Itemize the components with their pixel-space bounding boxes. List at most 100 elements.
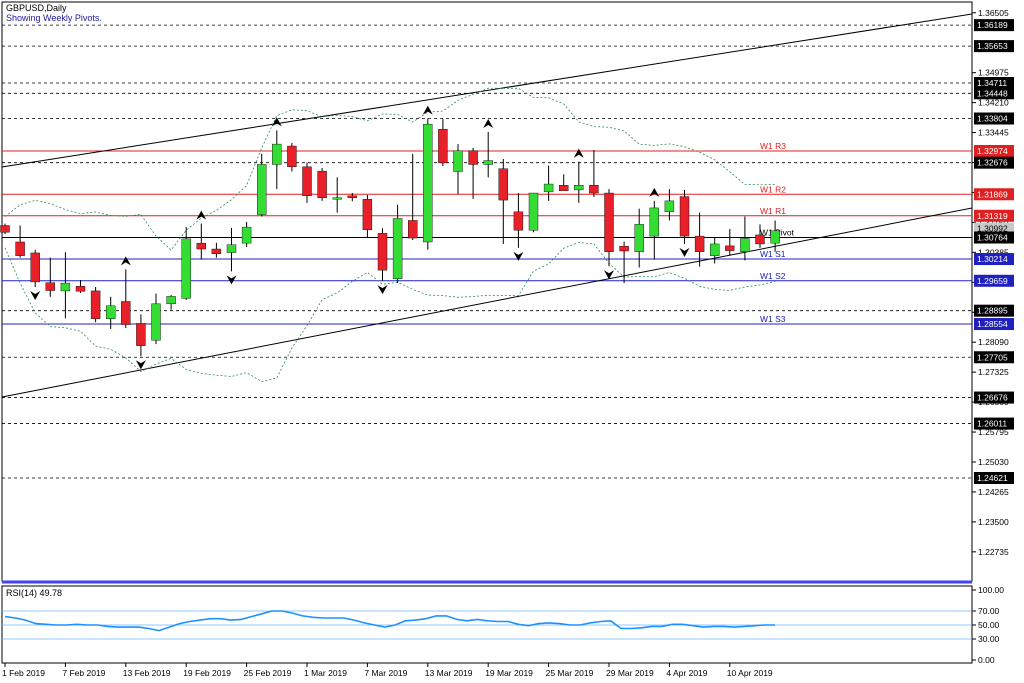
price-box	[974, 274, 1014, 287]
rsi-tick-label: 50.00	[978, 620, 1000, 630]
channel-upper-line	[1, 13, 973, 168]
rsi-tick-label: 0.00	[978, 655, 995, 665]
price-box-label: 1.34711	[977, 78, 1007, 88]
rsi-frame	[1, 585, 973, 664]
candle-body	[664, 200, 675, 213]
candle-body	[725, 245, 735, 251]
candle-body	[136, 323, 146, 346]
price-box	[974, 87, 1014, 100]
candle-body	[287, 145, 297, 168]
pivot-label: W1 R3	[760, 141, 786, 151]
rsi-label: RSI(14) 49.78	[6, 588, 63, 598]
price-box-label: 1.24621	[977, 473, 1008, 483]
time-tick-label: 7 Feb 2019	[62, 668, 105, 678]
price-box	[974, 318, 1014, 331]
fractal-up-arrow	[120, 256, 131, 266]
time-tick-label: 19 Feb 2019	[183, 668, 231, 678]
candle-body	[498, 168, 508, 201]
price-box-label: 1.32676	[977, 158, 1008, 168]
candle-body	[332, 197, 342, 200]
price-tick-label: 1.34210	[978, 98, 1009, 108]
candle-body	[166, 296, 176, 305]
fractal-up-arrow	[422, 105, 433, 115]
price-box	[974, 351, 1014, 364]
fractal-up-arrow	[573, 148, 584, 158]
price-box	[974, 391, 1014, 404]
chart-symbol-title: GBPUSD,Daily	[6, 3, 67, 13]
candle-body	[377, 233, 388, 271]
candle-body	[257, 164, 267, 215]
time-tick-label: 10 Apr 2019	[727, 668, 773, 678]
price-tick-label: 1.31150	[978, 217, 1008, 227]
price-box-label: 1.36189	[977, 20, 1008, 30]
price-box	[974, 188, 1014, 201]
candle-body	[196, 242, 207, 250]
price-tick-label: 1.22735	[978, 547, 1009, 557]
candle-body	[468, 150, 478, 165]
price-box	[974, 156, 1014, 169]
candle-body	[589, 185, 599, 194]
candle-body	[90, 290, 101, 319]
time-tick-label: 25 Mar 2019	[546, 668, 594, 678]
time-tick-label: 13 Feb 2019	[123, 668, 171, 678]
candle-body	[619, 246, 629, 252]
candle-body	[45, 282, 55, 291]
fractal-down-arrow	[226, 275, 237, 285]
main-chart-frame	[1, 1, 973, 582]
time-tick-label: 19 Mar 2019	[485, 668, 533, 678]
candle-body	[634, 224, 644, 252]
candle-body	[75, 286, 86, 292]
candle-body	[710, 243, 720, 256]
fractal-down-arrow	[30, 290, 41, 300]
candle-body	[60, 282, 71, 292]
fractal-up-arrow	[196, 210, 207, 220]
price-box-label: 1.26011	[977, 419, 1007, 429]
candle-body	[694, 235, 705, 252]
price-box-label: 1.28554	[977, 319, 1008, 329]
candle-body	[211, 248, 222, 254]
price-box-label: 1.31869	[977, 189, 1008, 199]
price-box-label: 1.32974	[977, 146, 1008, 156]
candle-body	[559, 185, 569, 191]
price-box-label: 1.26676	[977, 393, 1008, 403]
fractal-down-arrow	[604, 270, 614, 280]
rsi-tick-label: 30.00	[978, 634, 1000, 644]
candle-body	[241, 226, 252, 244]
candle-body	[392, 218, 403, 279]
fractal-up-arrow	[483, 118, 494, 128]
candle-body	[362, 199, 373, 231]
candle-body	[317, 170, 327, 198]
candle-body	[543, 183, 554, 193]
price-box-label: 1.30214	[977, 254, 1008, 264]
pivot-label: W1 R1	[760, 206, 786, 216]
price-box	[974, 19, 1014, 32]
candle-body	[272, 143, 282, 165]
price-box-label: 1.27705	[977, 352, 1008, 362]
fractal-down-arrow	[135, 360, 146, 370]
candle-body	[528, 192, 539, 231]
price-box	[974, 417, 1014, 430]
band-upper	[4, 87, 776, 251]
candle-body	[30, 252, 40, 283]
price-box	[974, 253, 1014, 266]
price-tick-label: 1.24265	[978, 487, 1009, 497]
fractal-down-arrow	[513, 251, 524, 261]
fractal-up-arrow	[271, 117, 282, 127]
candle-body	[347, 195, 357, 198]
price-box-label: 1.29659	[977, 276, 1008, 286]
pivot-label: W1 S2	[760, 271, 786, 281]
candle-body	[755, 234, 765, 245]
rsi-line	[4, 610, 775, 632]
time-tick-label: 1 Feb 2019	[2, 668, 45, 678]
pivot-label: W1 S3	[760, 314, 786, 324]
price-box	[974, 112, 1014, 125]
candle-body	[679, 196, 690, 237]
price-tick-label: 1.30385	[978, 247, 1009, 257]
price-tick-label: 1.33445	[978, 128, 1009, 138]
price-tick-label: 1.23500	[978, 517, 1009, 527]
band-lower	[4, 242, 776, 383]
price-box	[974, 40, 1014, 53]
candle-body	[226, 244, 237, 253]
channel-lower-line	[1, 207, 973, 398]
